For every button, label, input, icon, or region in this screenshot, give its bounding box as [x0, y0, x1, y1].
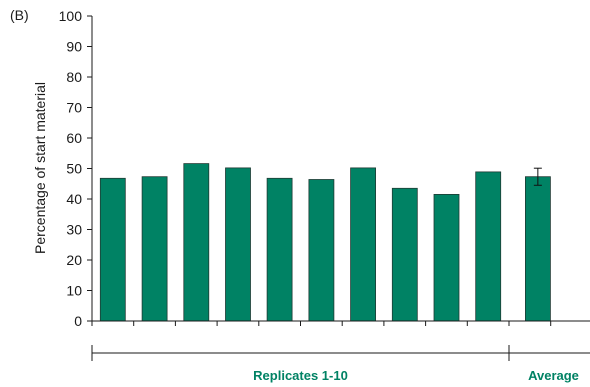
y-axis: 0 10 20 30 40 50 60 70 80 90 100 — [59, 8, 93, 329]
error-bar-average — [533, 167, 542, 186]
y-tick-label: 0 — [74, 313, 82, 329]
y-tick-label: 50 — [66, 161, 82, 177]
error-bars-layer — [533, 167, 542, 186]
bar-5 — [266, 177, 293, 322]
bar-3 — [183, 163, 210, 322]
y-axis-title: Percentage of start material — [32, 82, 48, 254]
bar-1 — [99, 177, 126, 322]
group-label-average: Average — [528, 368, 579, 383]
bar-10 — [475, 171, 502, 322]
y-tick-label: 40 — [66, 191, 82, 207]
bar-average — [525, 176, 551, 322]
y-tick-label: 30 — [66, 222, 82, 238]
bar-6 — [308, 179, 335, 322]
x-axis — [91, 320, 590, 326]
y-tick-label: 90 — [66, 39, 82, 55]
y-tick-label: 70 — [66, 100, 82, 116]
group-label-replicates: Replicates 1-10 — [253, 368, 348, 383]
y-tick-label: 100 — [59, 8, 83, 24]
y-tick-label: 80 — [66, 69, 82, 85]
bar-4 — [225, 167, 251, 322]
bar-9 — [433, 193, 460, 322]
bar-8 — [391, 187, 418, 322]
bar-7 — [350, 167, 377, 322]
y-tick-label: 10 — [66, 283, 82, 299]
bars-layer — [99, 163, 551, 322]
panel-label: (B) — [10, 7, 29, 23]
y-tick-label: 20 — [66, 252, 82, 268]
bar-2 — [141, 176, 168, 322]
y-tick-label: 60 — [66, 130, 82, 146]
group-bracket: Replicates 1-10 Average — [91, 345, 590, 383]
